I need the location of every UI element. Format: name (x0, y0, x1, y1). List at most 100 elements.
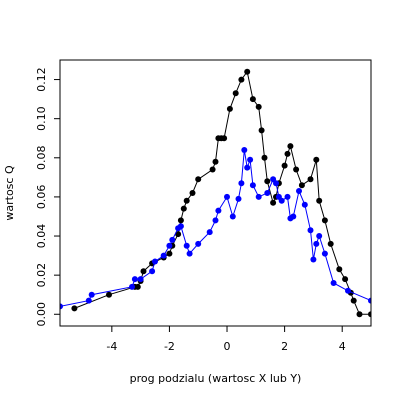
series-1-point (238, 76, 245, 83)
x-axis: -4 -2 0 2 4 (106, 326, 346, 353)
series-2-point (321, 250, 328, 257)
series-2-point (330, 280, 337, 286)
plot-frame (59, 59, 372, 327)
series-2-point (183, 242, 190, 249)
series-2-point (177, 223, 184, 230)
series-2-point (206, 229, 213, 236)
series-2-point (310, 256, 317, 263)
series-2-point (368, 297, 371, 304)
series-2-point (160, 252, 167, 259)
series-2-point (313, 240, 320, 247)
series-2-point (290, 213, 297, 220)
series-2-point (186, 250, 193, 257)
x-tick-label: 0 (224, 340, 231, 353)
series-2-point (152, 258, 158, 265)
series-2-point (249, 182, 256, 189)
series-1-point (307, 176, 314, 183)
series-1-point (356, 311, 363, 318)
series-1-point (293, 166, 300, 173)
series-2-point (273, 180, 279, 187)
y-tick-label: 0.02 (35, 263, 48, 288)
series-2-point (247, 156, 254, 163)
series-1-point (212, 158, 219, 165)
y-tick-label: 0.06 (35, 185, 48, 210)
series-1-point (368, 311, 371, 318)
x-axis-title: prog podzialu (wartosc X lub Y) (130, 372, 302, 385)
series-2-point (224, 193, 230, 200)
series-1-point (255, 103, 262, 110)
series-2-point (316, 233, 323, 239)
series-1-point (175, 231, 182, 238)
series-1-point (209, 166, 216, 173)
series-2-point (88, 291, 95, 298)
series-2-point (137, 276, 144, 283)
series-1-point (281, 162, 288, 169)
y-tick-label: 0.12 (35, 67, 48, 92)
series-2-point (85, 297, 92, 304)
series-2-point (345, 287, 351, 294)
series-1-point (313, 156, 320, 163)
series-1-point (226, 105, 233, 112)
series-2-point (284, 193, 291, 200)
series-1-point (264, 178, 271, 185)
series-1-point (350, 297, 357, 304)
series-2-point (131, 276, 138, 283)
series-1-point (287, 143, 294, 150)
y-tick-label: 0.00 (35, 302, 48, 327)
series-1-point (316, 197, 323, 204)
series-1-point (270, 199, 277, 206)
series-2-line (60, 149, 371, 307)
series-2-point (264, 190, 271, 196)
series-2-point (278, 197, 285, 204)
y-tick-label: 0.04 (35, 224, 48, 249)
series-1-point (183, 197, 190, 204)
series-2-point (149, 268, 156, 275)
series-2-point (60, 303, 63, 310)
series-1-point (336, 266, 343, 273)
series-2 (60, 147, 371, 310)
y-tick-label: 0.08 (35, 146, 48, 171)
series-1-point (71, 305, 78, 312)
series-2-point (241, 147, 248, 153)
series-1-point (261, 154, 268, 161)
series-1-point (134, 283, 141, 290)
x-tick-label: 4 (339, 340, 346, 353)
series-1-point (180, 205, 187, 212)
series-1-point (232, 90, 239, 97)
series-1-point (342, 276, 349, 283)
series-1-point (249, 96, 256, 103)
series-2-point (238, 180, 245, 187)
series-2-point (255, 193, 262, 200)
series-1-point (106, 291, 112, 298)
series-1-point (258, 127, 265, 134)
series-1-point (189, 190, 196, 196)
series-2-point (129, 283, 135, 290)
series-1-point (284, 150, 291, 157)
x-tick-label: -4 (106, 340, 117, 353)
series-2-point (296, 188, 302, 194)
y-axis: 0.00 0.02 0.04 0.06 0.08 0.10 0.12 (35, 67, 60, 327)
y-axis-title: wartosc Q (3, 165, 16, 221)
series-2-point (166, 242, 173, 249)
x-tick-label: -2 (164, 340, 175, 353)
x-tick-label: 2 (281, 340, 288, 353)
series-2-point (235, 195, 242, 202)
series-1-point (166, 250, 173, 257)
series-1-point (195, 176, 202, 183)
series-1-point (140, 268, 147, 275)
series-2-point (301, 201, 308, 208)
series-2-point (212, 217, 219, 224)
series-2-point (169, 236, 176, 243)
series-1-point (177, 217, 184, 224)
series-2-point (244, 164, 251, 171)
series-1-point (244, 68, 251, 75)
series-1-point (298, 182, 305, 189)
series-2-point (195, 240, 202, 247)
series-2-point (215, 207, 222, 214)
y-tick-label: 0.10 (35, 106, 48, 131)
series-2-point (229, 213, 236, 220)
series-1-point (221, 135, 228, 142)
series-1-point (321, 217, 328, 224)
